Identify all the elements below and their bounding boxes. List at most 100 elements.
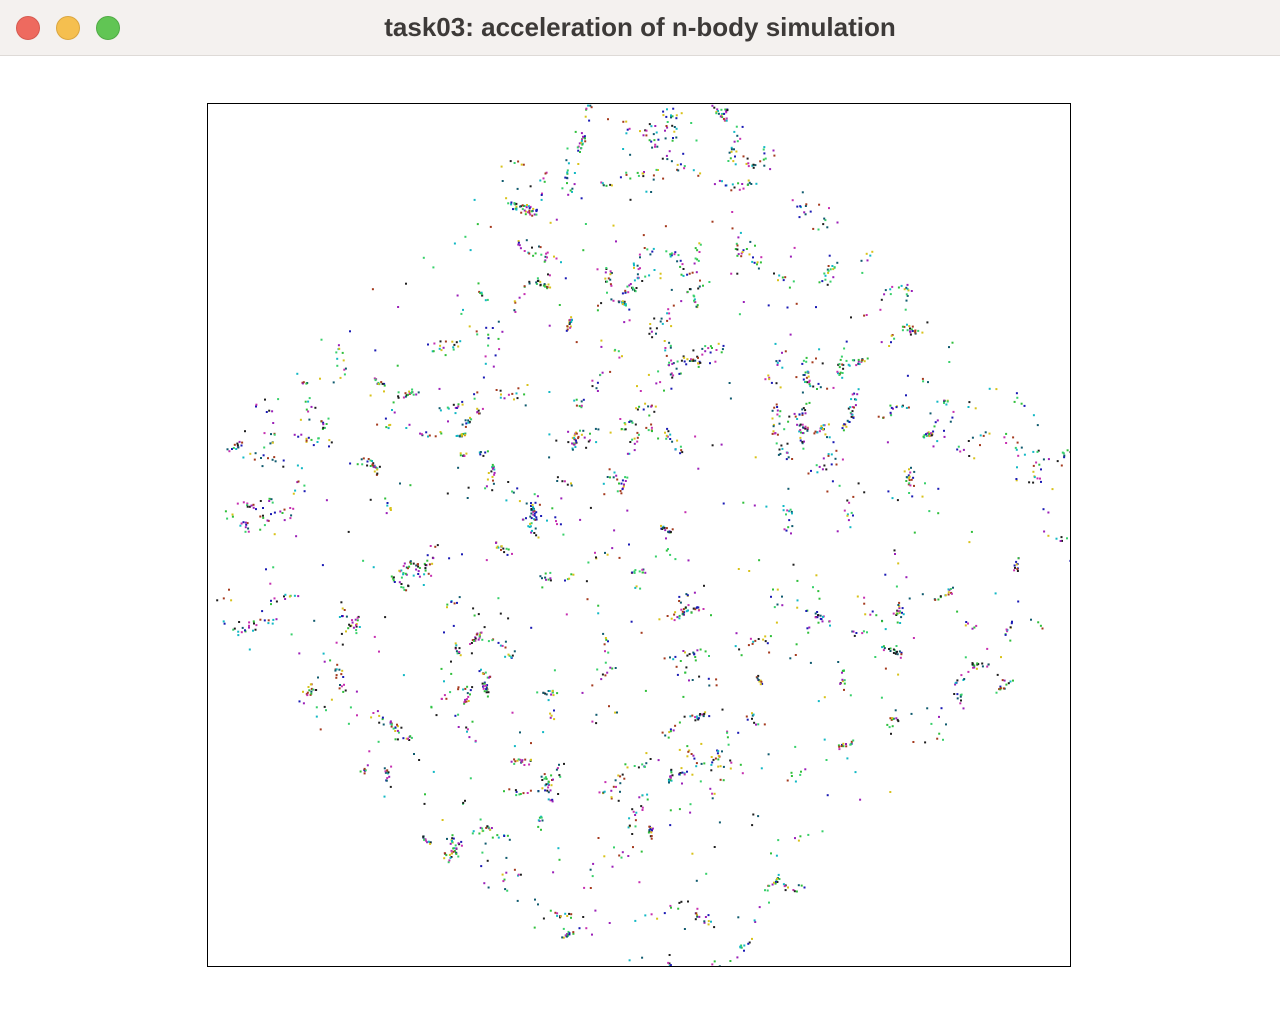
particle [449,842,452,845]
particle [238,440,241,443]
particle [774,882,777,885]
particle [670,387,673,390]
particle [546,256,548,259]
particle [589,439,591,442]
particle [785,529,788,532]
particle [426,841,429,844]
particle [827,423,830,426]
close-icon[interactable] [16,16,40,40]
particle [628,421,631,423]
particle [828,436,831,439]
particle [682,695,685,698]
particle [410,562,412,565]
particle [458,596,461,599]
particle [239,524,242,527]
particle [889,293,892,296]
particle [609,666,612,669]
particle [617,799,620,802]
particle [513,309,516,312]
particle [465,698,468,701]
particle [422,584,425,586]
particle [457,466,460,469]
particle [674,611,677,614]
particle [616,711,618,714]
simulation-canvas[interactable] [207,103,1071,967]
particle [240,522,243,525]
particle [308,397,311,400]
particle [466,728,469,731]
particle [755,723,757,726]
zoom-icon[interactable] [96,16,120,40]
particle [764,635,767,638]
particle [863,602,866,605]
particle [643,171,645,173]
particle [399,482,401,485]
particle [674,448,677,451]
particle [272,618,275,621]
particle [581,691,584,694]
particle [500,393,502,396]
particle [341,351,344,354]
particle [1015,478,1018,480]
particle [621,303,624,306]
particle [616,478,619,481]
particle [669,824,672,827]
particle [390,765,393,768]
particle [241,441,244,444]
particle [707,677,710,680]
particle [871,250,874,253]
particle [466,692,469,695]
particle [499,396,502,399]
particle [670,114,672,117]
particle [796,418,799,420]
particle [483,690,486,693]
particle [651,336,654,339]
particle [525,206,528,209]
minimize-icon[interactable] [56,16,80,40]
particle [535,283,538,285]
particle [940,707,943,710]
particle [676,360,679,363]
particle [376,472,379,475]
particle [628,824,631,827]
particle [411,388,414,391]
particle [602,632,605,635]
particle [825,759,828,761]
particle [236,444,239,447]
particle [457,688,460,691]
particle [679,163,682,166]
particle [556,476,559,479]
particle [906,283,909,286]
particle [801,408,804,411]
particle [527,205,530,208]
particle [745,715,748,718]
particle [530,758,532,761]
particle [453,850,456,852]
title-bar[interactable]: task03: acceleration of n-body simulatio… [0,0,1280,56]
particle [390,725,393,728]
particle [545,171,548,174]
particle [851,393,854,396]
particle [739,231,742,234]
particle [633,442,636,445]
particle [450,672,453,675]
particle [754,921,757,923]
particle [686,755,689,758]
particle [651,430,653,433]
particle [982,434,985,437]
particle [716,749,719,752]
particle [530,517,533,520]
particle [908,479,911,482]
particle [713,960,716,963]
particle [670,779,673,782]
particle [766,642,769,645]
particle [513,745,516,748]
particle [248,626,250,629]
particle [582,249,585,252]
particle [642,568,645,571]
particle [847,407,850,410]
particle [385,779,388,782]
particle [734,248,737,250]
particle [253,622,255,625]
particle [736,248,739,251]
